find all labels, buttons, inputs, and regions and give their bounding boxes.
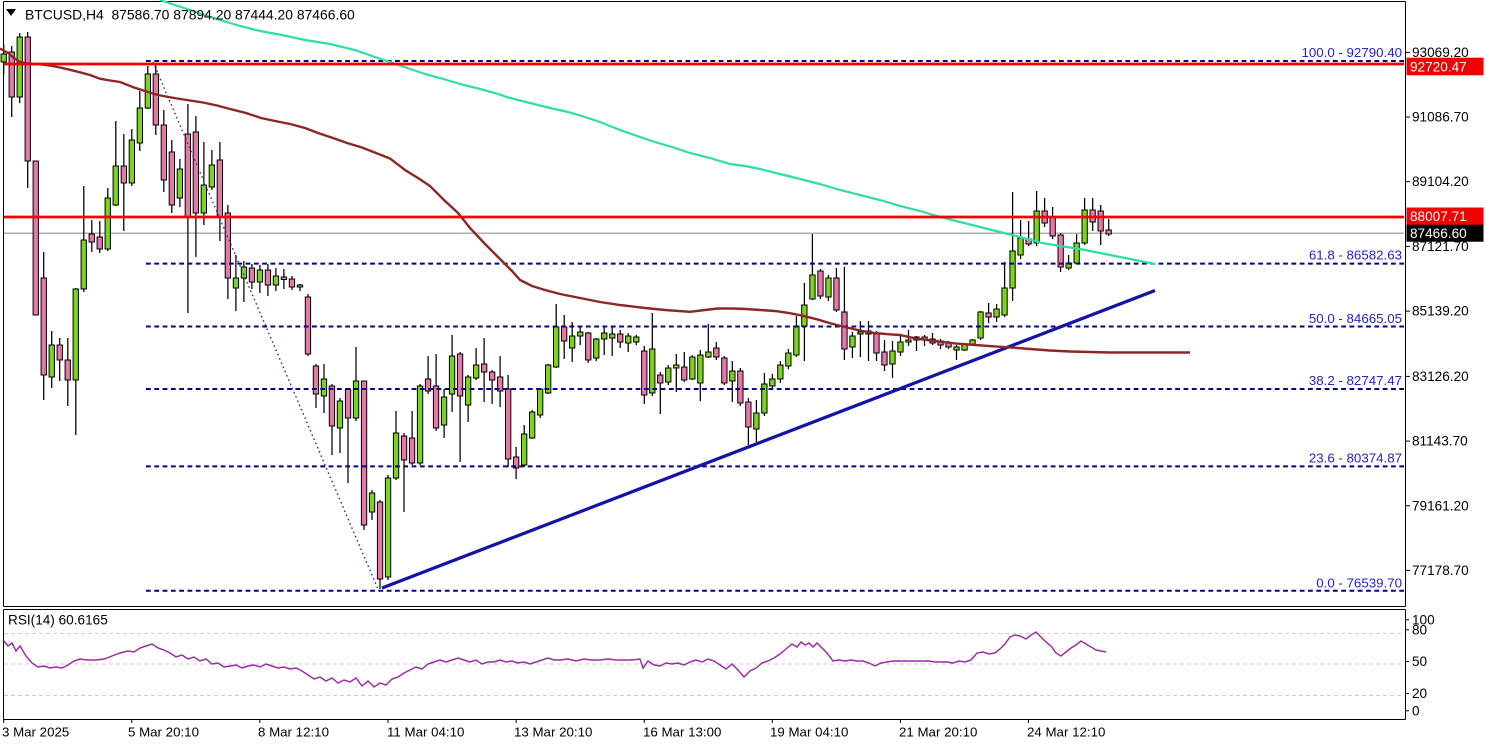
- svg-text:77178.70: 77178.70: [1412, 563, 1469, 578]
- svg-text:0.0 - 76539.70: 0.0 - 76539.70: [1316, 576, 1402, 591]
- svg-text:38.2 - 82747.47: 38.2 - 82747.47: [1309, 373, 1402, 388]
- svg-text:24 Mar 12:10: 24 Mar 12:10: [1027, 725, 1105, 740]
- svg-text:23.6 - 80374.87: 23.6 - 80374.87: [1309, 451, 1402, 466]
- svg-text:BTCUSD,H4 87586.70 87894.20 8: BTCUSD,H4 87586.70 87894.20 87444.20 874…: [25, 7, 355, 23]
- svg-text:81143.70: 81143.70: [1412, 434, 1468, 449]
- svg-text:21 Mar 20:10: 21 Mar 20:10: [899, 725, 977, 740]
- svg-text:92720.47: 92720.47: [1410, 59, 1467, 74]
- svg-text:RSI(14) 60.6165: RSI(14) 60.6165: [8, 613, 108, 628]
- svg-text:100: 100: [1412, 612, 1435, 627]
- svg-text:79161.20: 79161.20: [1412, 498, 1469, 513]
- svg-text:93069.20: 93069.20: [1412, 45, 1469, 60]
- svg-text:61.8 - 86582.63: 61.8 - 86582.63: [1309, 248, 1402, 263]
- svg-text:11 Mar 04:10: 11 Mar 04:10: [387, 725, 464, 740]
- svg-text:50: 50: [1412, 654, 1428, 669]
- svg-text:89104.20: 89104.20: [1412, 174, 1469, 189]
- svg-text:80: 80: [1412, 622, 1428, 637]
- svg-text:50.0 - 84665.05: 50.0 - 84665.05: [1309, 311, 1402, 326]
- svg-text:83126.20: 83126.20: [1412, 369, 1469, 384]
- svg-text:19 Mar 04:10: 19 Mar 04:10: [770, 725, 848, 740]
- svg-text:20: 20: [1412, 686, 1428, 701]
- svg-text:3 Mar 2025: 3 Mar 2025: [2, 725, 69, 740]
- svg-text:13 Mar 20:10: 13 Mar 20:10: [514, 725, 592, 740]
- svg-text:8 Mar 12:10: 8 Mar 12:10: [258, 725, 329, 740]
- svg-text:91086.70: 91086.70: [1412, 110, 1469, 125]
- svg-text:5 Mar 20:10: 5 Mar 20:10: [128, 725, 199, 740]
- svg-text:87121.70: 87121.70: [1412, 239, 1469, 254]
- svg-text:16 Mar 13:00: 16 Mar 13:00: [643, 725, 721, 740]
- svg-text:0: 0: [1412, 703, 1420, 718]
- svg-text:100.0 - 92790.40: 100.0 - 92790.40: [1301, 45, 1402, 60]
- svg-text:85139.20: 85139.20: [1412, 304, 1469, 319]
- svg-text:88007.71: 88007.71: [1410, 209, 1467, 224]
- svg-text:87466.60: 87466.60: [1410, 226, 1467, 241]
